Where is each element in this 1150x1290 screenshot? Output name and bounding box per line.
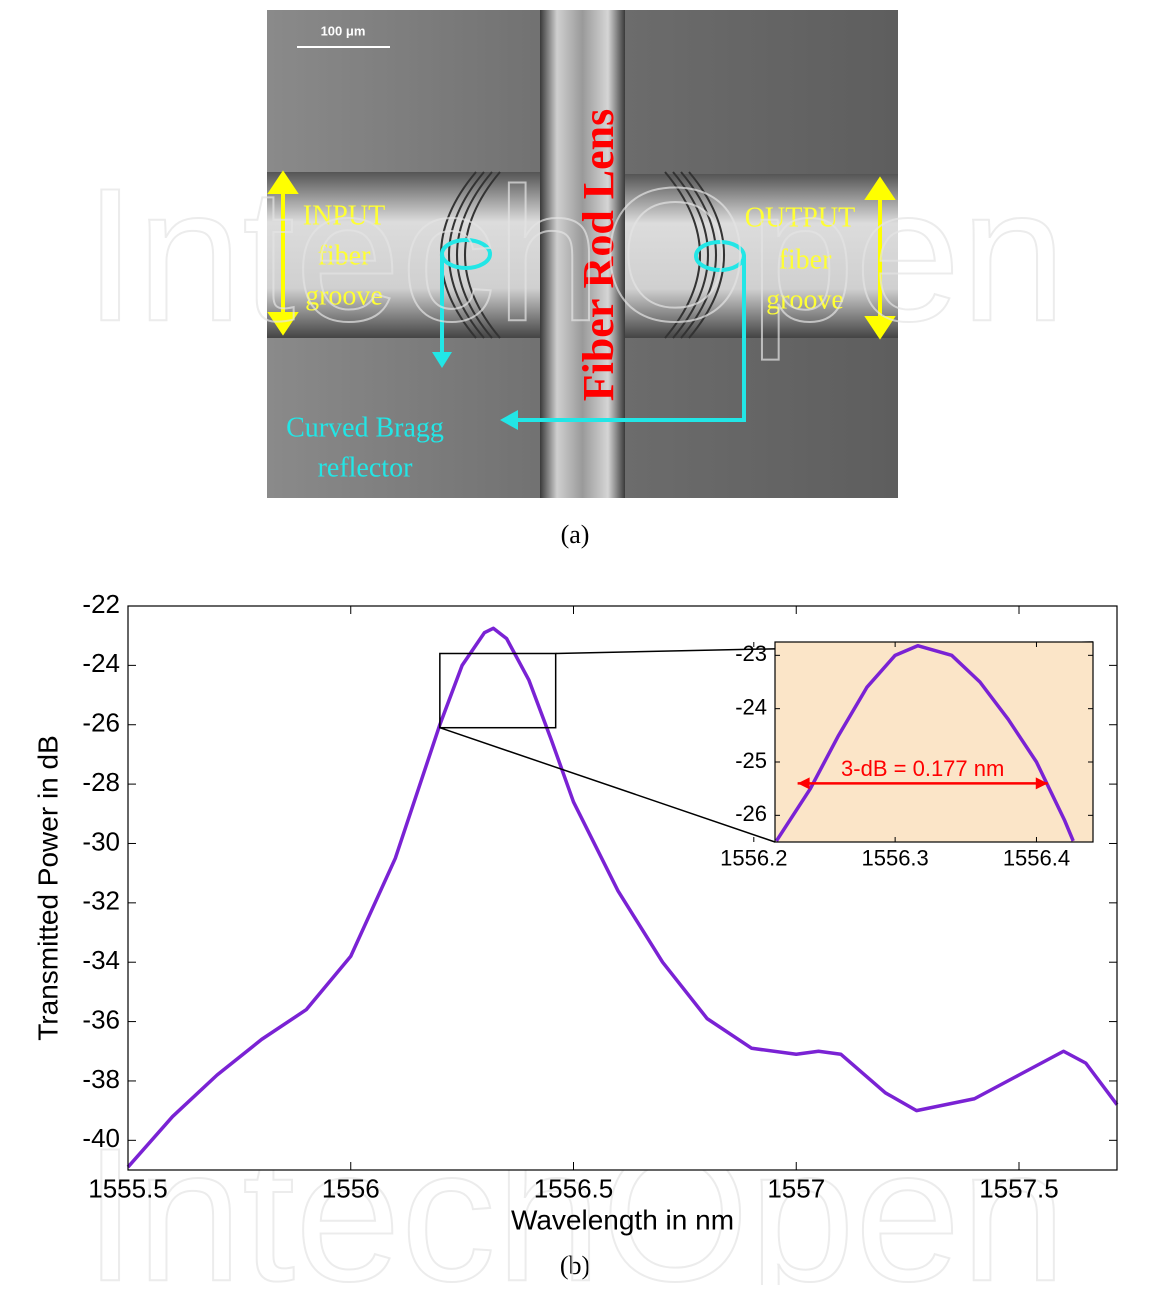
arrowhead: [1035, 777, 1048, 790]
input-label: groove: [305, 280, 383, 311]
x-tick-label: 1556: [322, 1174, 380, 1204]
y-tick-label: -32: [82, 886, 120, 916]
rod-label: Fiber Rod Lens: [574, 109, 623, 402]
plot-area: [775, 642, 1093, 842]
input-label: fiber: [318, 240, 372, 271]
y-tick-label: -40: [82, 1123, 120, 1153]
zoom-connector: [439, 726, 776, 843]
y-tick-label: -24: [735, 694, 767, 719]
x-tick-label: 1556.4: [1003, 845, 1070, 870]
annotation-label: 3-dB = 0.177 nm: [841, 756, 1004, 781]
output-label: OUTPUT: [745, 202, 855, 233]
input-label: INPUT: [303, 200, 385, 231]
data-line: [774, 643, 1075, 842]
yellow-arrows: [267, 170, 896, 340]
output-groove: [625, 174, 898, 338]
watermark: IntechOpen: [84, 149, 1066, 361]
y-tick-label: -30: [82, 826, 120, 856]
y-tick-label: -22: [82, 589, 120, 619]
x-tick-label: 1555.5: [88, 1174, 168, 1204]
axes-frame: [774, 641, 1094, 843]
reflector-label: reflector: [318, 452, 413, 483]
arrowhead: [797, 777, 810, 790]
y-tick-label: -24: [82, 648, 120, 678]
cyan-markers: [440, 238, 746, 422]
rod: [540, 10, 625, 498]
caption: (b): [560, 1251, 590, 1280]
scale-label: 100 μm: [321, 23, 366, 38]
cyan-arrowheads: [432, 352, 518, 430]
data-line: [126, 626, 1119, 1169]
y-tick-label: -38: [82, 1064, 120, 1094]
y-tick-label: -28: [82, 767, 120, 797]
x-tick-label: 1556.5: [534, 1174, 614, 1204]
x-tick-label: 1557: [767, 1174, 825, 1204]
zoom-box: [439, 652, 557, 729]
y-tick-label: -36: [82, 1004, 120, 1034]
micrograph: 100 μm Fiber Rod Lens INPUT fiber groove…: [267, 10, 898, 498]
reflector-label: Curved Bragg: [286, 412, 444, 443]
output-label: fiber: [779, 244, 833, 275]
axes-frame: [127, 605, 1118, 1171]
x-tick-label: 1556.2: [720, 845, 787, 870]
y-tick-label: -26: [82, 708, 120, 738]
x-axis-title: Wavelength in nm: [511, 1204, 734, 1235]
y-tick-label: -34: [82, 945, 120, 975]
input-groove: [267, 172, 540, 338]
y-axis-title: Transmitted Power in dB: [32, 735, 63, 1041]
caption: (a): [561, 520, 590, 549]
y-tick-label: -23: [735, 641, 767, 666]
x-tick-label: 1556.3: [861, 845, 928, 870]
y-tick-label: -26: [735, 801, 767, 826]
y-tick-label: -25: [735, 748, 767, 773]
x-tick-label: 1557.5: [979, 1174, 1059, 1204]
output-label: groove: [766, 284, 844, 315]
